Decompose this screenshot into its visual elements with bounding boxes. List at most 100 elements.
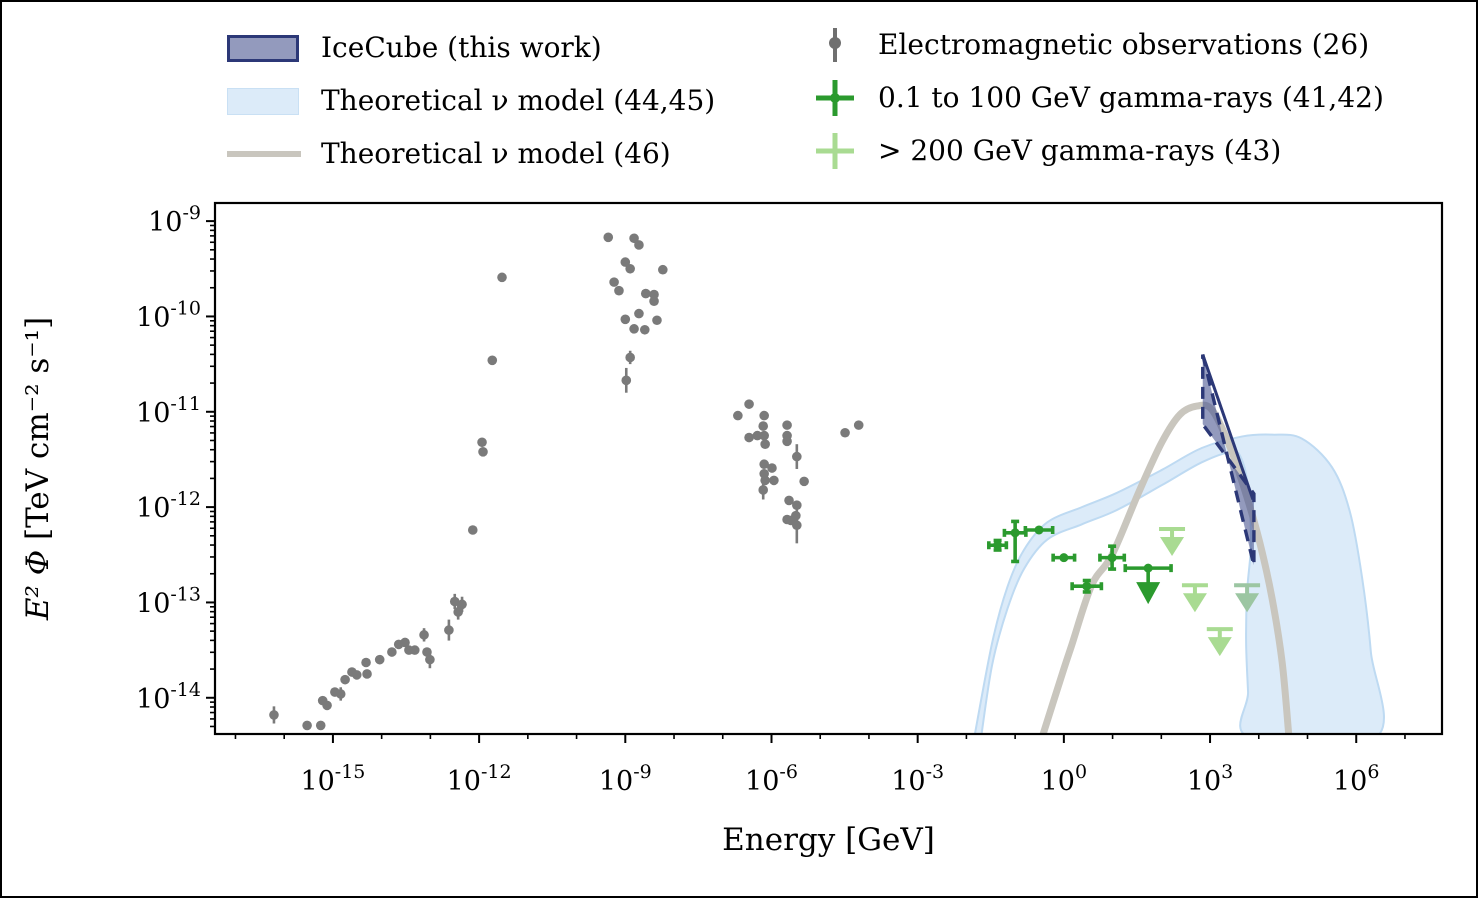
gev-gamma-point — [987, 538, 1009, 552]
vhe-upper-limit — [1159, 527, 1186, 557]
em-point — [487, 355, 498, 366]
em-point — [758, 485, 769, 495]
gray-errorbar-marker-icon — [829, 28, 841, 62]
em-point — [760, 475, 770, 486]
em-point — [759, 410, 769, 421]
green-cross-marker-icon — [816, 80, 854, 116]
em-point — [792, 451, 802, 462]
em-point — [352, 670, 362, 680]
em-point — [625, 263, 635, 274]
em-point — [361, 657, 371, 668]
em-point — [760, 439, 770, 449]
nu-model-band-swatch-icon — [227, 87, 299, 115]
x-tick-label: 10-9 — [599, 761, 652, 797]
legend-label: 0.1 to 100 GeV gamma-rays (41,42) — [878, 81, 1384, 114]
vhe-upper-limit — [1181, 583, 1208, 613]
em-point — [362, 669, 372, 679]
gev-gamma-point — [1002, 519, 1028, 564]
em-point — [853, 420, 864, 430]
x-tick-label: 106 — [1333, 761, 1379, 797]
legend-item-nu-model-46: Theoretical ν model (46) — [227, 136, 671, 172]
em-point — [269, 710, 279, 720]
em-point — [400, 637, 410, 648]
em-point — [302, 720, 312, 731]
em-point — [634, 240, 644, 250]
legend-item-icecube: IceCube (this work) — [227, 30, 602, 66]
em-point — [758, 421, 769, 431]
em-point — [792, 500, 802, 511]
em-point — [652, 315, 662, 326]
y-tick-label: 10-13 — [136, 583, 201, 619]
legend-item-vhe-gamma: > 200 GeV gamma-rays (43) — [814, 133, 1281, 169]
gev-gamma-point — [1051, 553, 1077, 563]
x-tick-label: 10-6 — [745, 761, 798, 797]
legend-item-em-obs: Electromagnetic observations (26) — [814, 27, 1369, 63]
em-point — [782, 436, 792, 447]
em-point — [609, 277, 619, 287]
em-point — [449, 596, 460, 607]
em-point — [782, 420, 792, 430]
em-point — [614, 285, 624, 296]
x-tick-label: 103 — [1187, 761, 1233, 797]
vhe-upper-limit — [1234, 583, 1261, 613]
em-point — [649, 296, 659, 306]
em-point — [625, 352, 635, 363]
y-tick-label: 10-12 — [136, 488, 201, 524]
em-point — [444, 625, 454, 635]
em-point — [752, 430, 763, 441]
em-point — [425, 654, 435, 665]
em-point — [409, 645, 420, 655]
icecube-band-swatch-icon — [227, 34, 299, 62]
em-observations-series — [269, 232, 864, 731]
gev-gamma-point — [1070, 578, 1104, 594]
legend-item-nu-model-4445: Theoretical ν model (44,45) — [227, 83, 715, 119]
legend-label: Theoretical ν model (46) — [321, 137, 671, 170]
gev-gamma-upper-limit — [1123, 563, 1173, 605]
theoretical-nu-band — [973, 433, 1385, 734]
lightgreen-cross-marker-icon — [816, 133, 854, 169]
legend-item-gev-gamma: 0.1 to 100 GeV gamma-rays (41,42) — [814, 80, 1384, 116]
em-point — [478, 447, 488, 457]
em-point — [477, 437, 487, 448]
em-point — [340, 674, 350, 685]
icecube-butterfly — [1201, 354, 1256, 566]
em-point — [658, 264, 668, 275]
em-point — [792, 520, 802, 531]
x-tick-label: 100 — [1041, 761, 1087, 797]
em-point — [640, 288, 651, 299]
em-point — [733, 410, 743, 421]
axes: 10-15 10-12 10-9 10-6 10-3 100 103 106 10-9 10-10… — [20, 201, 1444, 858]
x-tick-label: 10-15 — [300, 761, 365, 797]
em-point — [759, 459, 769, 470]
em-point — [744, 399, 754, 409]
em-point — [784, 495, 794, 506]
em-point — [744, 432, 754, 443]
em-point — [649, 289, 659, 300]
em-point — [767, 463, 777, 473]
x-tick-label: 10-12 — [447, 761, 512, 797]
em-point — [629, 324, 639, 334]
em-point — [335, 689, 346, 699]
y-tick-label: 10-9 — [148, 202, 201, 238]
em-point — [322, 700, 332, 711]
em-point — [840, 427, 850, 438]
legend-label: Theoretical ν model (44,45) — [321, 84, 716, 117]
em-point — [315, 720, 326, 731]
em-point — [497, 272, 507, 283]
em-point — [620, 257, 631, 267]
legend-label: IceCube (this work) — [321, 31, 602, 64]
em-point — [467, 525, 478, 535]
em-point — [620, 314, 631, 325]
legend-label: Electromagnetic observations (26) — [878, 28, 1370, 61]
em-point — [769, 475, 779, 486]
y-tick-label: 10-10 — [136, 297, 201, 333]
em-point — [639, 324, 650, 335]
theoretical-nu-curve — [1039, 401, 1293, 734]
em-point — [457, 599, 467, 610]
plot-area — [269, 232, 1385, 734]
em-point — [799, 476, 809, 487]
y-tick-label: 10-14 — [136, 679, 201, 715]
icecube-bestfit-line — [1201, 354, 1255, 500]
